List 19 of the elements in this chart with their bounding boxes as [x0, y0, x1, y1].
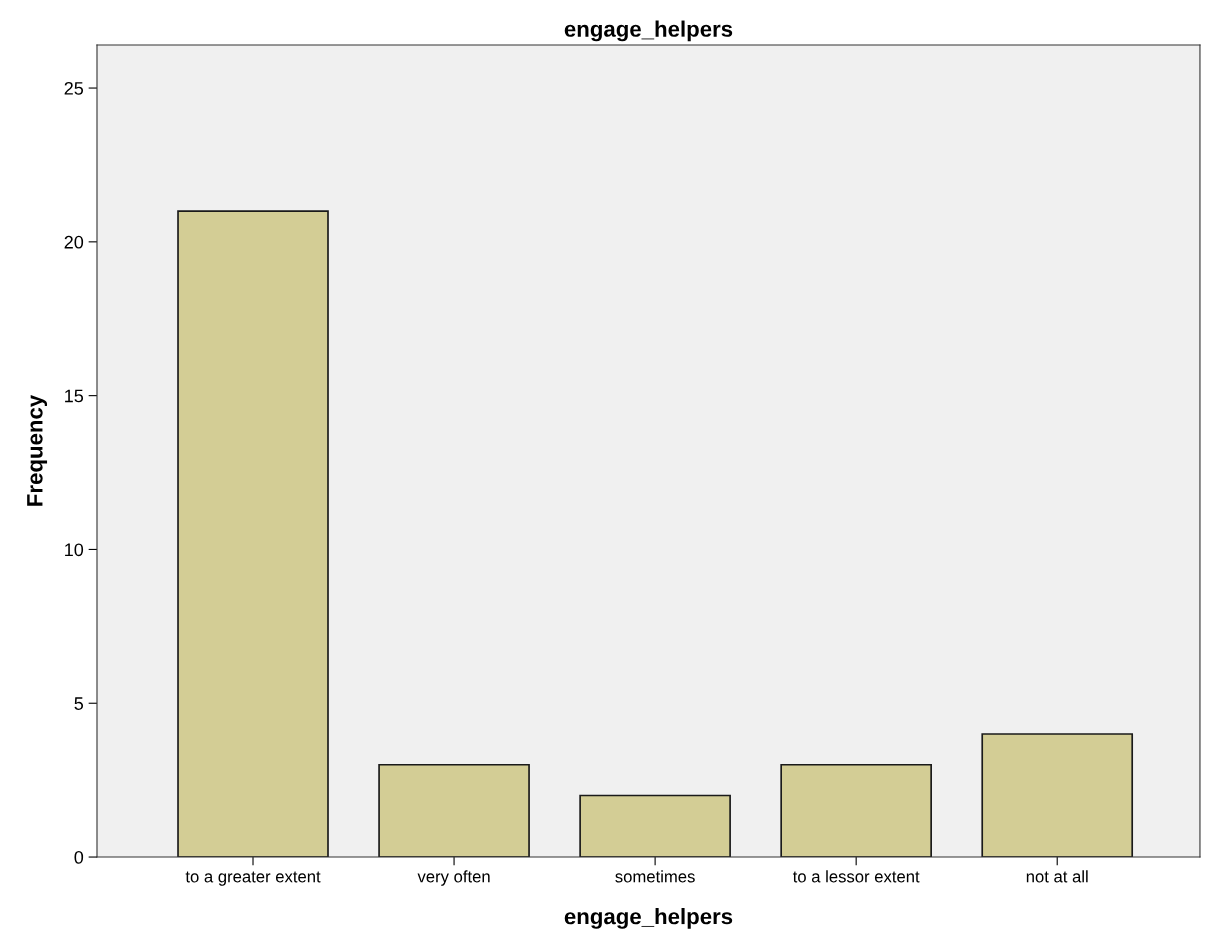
bar [579, 794, 731, 858]
bar [378, 763, 530, 858]
x-tick-label: to a greater extent [185, 871, 321, 886]
bar [177, 210, 329, 858]
x-tick-label: to a lessor extent [792, 870, 920, 883]
x-tick-label: very often [417, 870, 490, 886]
x-axis-title: engage_helpers [564, 907, 733, 929]
y-tick-label: 0 [74, 850, 84, 864]
x-tick-label: not at all [1026, 870, 1088, 883]
y-tick-label: 20 [64, 235, 84, 249]
y-tick-label: 10 [65, 543, 84, 557]
y-axis-title: Frequency [27, 394, 48, 506]
y-tick-label: 5 [74, 697, 84, 710]
x-tick-label: sometimes [615, 870, 695, 883]
y-tick-label: 25 [64, 81, 84, 95]
chart-title: engage_helpers [564, 20, 733, 42]
y-tick-label: 15 [65, 389, 84, 403]
bar [780, 763, 932, 858]
bar [981, 733, 1134, 858]
